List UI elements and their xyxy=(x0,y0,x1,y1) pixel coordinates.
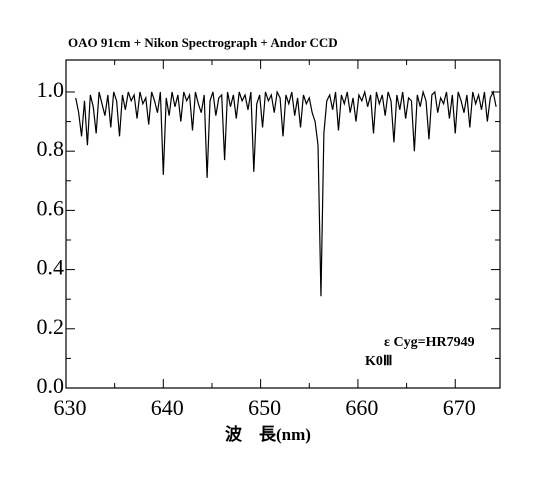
chart-title: OAO 91cm + Nikon Spectrograph + Andor CC… xyxy=(68,35,338,50)
y-tick-label: 1.0 xyxy=(37,77,65,102)
y-tick-label: 0.0 xyxy=(37,373,65,398)
x-tick-label: 670 xyxy=(443,395,476,420)
annotation: ε Cyg=HR7949 xyxy=(384,335,475,350)
y-tick-label: 0.4 xyxy=(37,255,65,280)
y-tick-label: 0.2 xyxy=(37,314,65,339)
annotation: K0Ⅲ xyxy=(365,354,393,369)
spectrum-line xyxy=(75,89,497,297)
x-tick-label: 660 xyxy=(345,395,378,420)
y-tick-label: 0.8 xyxy=(37,136,65,161)
x-axis-label: 波 長(nm) xyxy=(225,424,311,444)
x-tick-label: 650 xyxy=(248,395,281,420)
x-tick-label: 640 xyxy=(151,395,184,420)
plot-frame xyxy=(65,59,501,389)
y-tick-label: 0.6 xyxy=(37,195,65,220)
x-tick-label: 630 xyxy=(54,395,87,420)
